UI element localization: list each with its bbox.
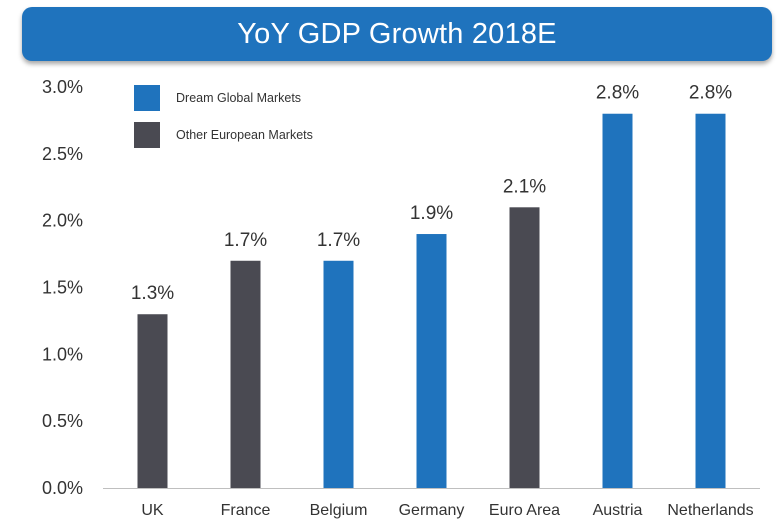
chart-title: YoY GDP Growth 2018E: [237, 17, 557, 50]
data-label: 1.7%: [224, 230, 267, 251]
y-tick-label: 0.5%: [42, 411, 83, 431]
legend-label-other: Other European Markets: [176, 128, 313, 142]
data-label: 1.3%: [131, 283, 174, 304]
legend-swatch-other: [134, 122, 160, 148]
y-tick-label: 2.5%: [42, 144, 83, 164]
x-tick-label: Belgium: [310, 502, 368, 519]
x-tick-label: Germany: [399, 502, 465, 519]
x-tick-label: Euro Area: [489, 502, 560, 519]
data-label: 1.7%: [317, 230, 360, 251]
legend-label-dream: Dream Global Markets: [176, 91, 301, 105]
bar-germany: [416, 234, 447, 488]
bar-netherlands: [695, 113, 726, 488]
bar-france: [230, 260, 261, 488]
y-tick-label: 1.0%: [42, 344, 83, 364]
bar-uk: [137, 314, 168, 488]
y-tick-label: 3.0%: [42, 77, 83, 97]
data-label: 2.8%: [596, 83, 639, 104]
y-tick-label: 2.0%: [42, 211, 83, 231]
y-tick-label: 1.5%: [42, 278, 83, 298]
x-tick-label: France: [221, 502, 271, 519]
x-tick-label: Netherlands: [667, 502, 753, 519]
data-label: 2.1%: [503, 176, 546, 197]
bar-belgium: [323, 260, 354, 488]
bar-austria: [602, 113, 633, 488]
x-tick-label: Austria: [593, 502, 643, 519]
legend-swatch-dream: [134, 85, 160, 111]
data-label: 2.8%: [689, 83, 732, 104]
chart-title-bar: YoY GDP Growth 2018E: [22, 7, 772, 61]
y-tick-label: 0.0%: [42, 478, 83, 498]
bar-euro-area: [509, 207, 540, 489]
data-label: 1.9%: [410, 203, 453, 224]
x-tick-label: UK: [141, 502, 164, 519]
